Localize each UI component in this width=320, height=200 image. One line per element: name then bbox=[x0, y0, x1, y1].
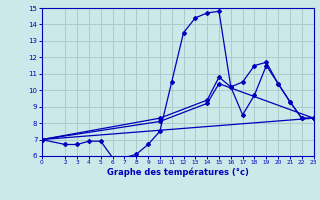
X-axis label: Graphe des températures (°c): Graphe des températures (°c) bbox=[107, 168, 249, 177]
